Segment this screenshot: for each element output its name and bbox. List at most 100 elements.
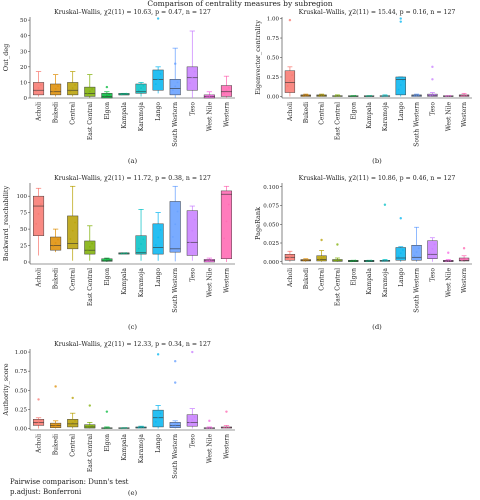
panel-label: (e) xyxy=(128,489,138,497)
data-point xyxy=(108,426,111,429)
box-elgon: Elgon xyxy=(101,410,113,452)
x-tick-label: Karamoja xyxy=(138,268,145,298)
box-western: Western xyxy=(220,410,232,459)
x-tick-label: Western xyxy=(223,434,230,459)
data-point xyxy=(91,242,94,245)
y-tick-label: 50 xyxy=(20,227,27,233)
data-point xyxy=(322,255,325,258)
data-point xyxy=(123,93,125,95)
y-tick-label: 100 xyxy=(17,194,28,200)
box-south-western: South Western xyxy=(169,360,181,479)
data-point xyxy=(71,421,74,424)
box-body xyxy=(135,235,147,255)
box-west-nile: West Nile xyxy=(203,91,215,132)
y-tick-label: 75 xyxy=(20,211,27,217)
data-point xyxy=(225,220,228,223)
data-point xyxy=(350,260,352,263)
data-point xyxy=(463,94,465,97)
data-point xyxy=(206,96,208,98)
data-point xyxy=(120,252,123,255)
data-point xyxy=(445,260,447,263)
data-point xyxy=(449,94,452,97)
data-point xyxy=(461,95,463,97)
data-point xyxy=(227,86,230,89)
box-east-central: East Central xyxy=(332,94,343,140)
box-lango: Lango xyxy=(395,217,406,287)
data-point xyxy=(108,93,111,96)
data-point xyxy=(208,259,211,262)
box-western: Western xyxy=(458,92,470,127)
x-tick-label: South Western xyxy=(414,268,421,313)
data-point xyxy=(415,251,418,253)
x-tick-label: Teso xyxy=(189,102,196,116)
panels: Kruskal–Wallis, χ2(11) = 10.63, p = 0.47… xyxy=(2,9,472,497)
data-point xyxy=(386,259,388,262)
x-tick-label: Teso xyxy=(189,268,196,282)
data-point xyxy=(88,425,91,428)
x-tick-label: Elgon xyxy=(104,268,111,286)
box-west-nile: West Nile xyxy=(443,94,454,131)
box-central: Central xyxy=(316,93,327,125)
data-point xyxy=(142,426,145,429)
data-point xyxy=(223,426,226,429)
x-tick-label: Elgon xyxy=(350,102,357,120)
x-tick-label: Teso xyxy=(189,434,196,448)
x-tick-label: Elgon xyxy=(350,268,357,286)
data-point xyxy=(189,241,191,243)
box-lango: Lango xyxy=(152,212,164,287)
data-point xyxy=(140,87,142,90)
data-point xyxy=(88,245,91,248)
data-point xyxy=(125,426,128,429)
x-tick-label: South Western xyxy=(172,434,179,479)
data-point xyxy=(88,90,91,93)
data-point xyxy=(86,249,89,252)
x-tick-label: Lango xyxy=(155,268,162,287)
box-body xyxy=(220,190,232,259)
box-central: Central xyxy=(316,238,327,291)
data-point xyxy=(223,237,226,240)
data-point xyxy=(142,238,145,241)
outlier-point xyxy=(54,385,57,388)
y-tick-label: 0.025 xyxy=(263,241,279,247)
box-bukedi: Bukedi xyxy=(300,93,311,123)
data-point xyxy=(397,88,400,91)
outlier-point xyxy=(37,398,40,401)
data-point xyxy=(336,259,339,262)
x-tick-label: Teso xyxy=(429,268,436,282)
data-point xyxy=(176,81,179,84)
data-point xyxy=(71,229,74,232)
box-kampala: Kampala xyxy=(363,259,375,295)
outlier-point xyxy=(156,353,160,356)
data-point xyxy=(433,243,436,246)
box-teso: Teso xyxy=(186,30,198,116)
outlier-point xyxy=(399,217,402,220)
y-tick-label: 0.050 xyxy=(263,222,279,228)
data-point xyxy=(386,94,388,97)
data-point xyxy=(370,94,373,97)
box-elgon: Elgon xyxy=(101,85,113,120)
data-point xyxy=(384,95,386,97)
panel-label: (a) xyxy=(128,157,138,165)
x-tick-label: West Nile xyxy=(206,102,213,132)
data-point xyxy=(157,78,160,80)
panel-3: Kruskal–Wallis, χ2(11) = 11.72, p = 0.38… xyxy=(2,175,235,331)
data-point xyxy=(154,244,157,246)
box-karamoja: Karamoja xyxy=(379,94,391,131)
data-point xyxy=(370,259,373,262)
data-point xyxy=(69,423,72,426)
y-tick-label: 0.25 xyxy=(267,75,280,81)
outlier-point xyxy=(288,18,292,22)
data-point xyxy=(189,82,191,85)
panel-2: Kruskal–Wallis, χ2(11) = 15.44, p = 0.16… xyxy=(254,9,472,165)
data-point xyxy=(208,427,211,429)
outlier-point xyxy=(431,65,434,69)
y-tick-label: 50 xyxy=(20,18,27,24)
data-point xyxy=(206,427,208,430)
data-point xyxy=(191,229,194,232)
x-tick-label: Western xyxy=(223,102,230,127)
box-east-central: East Central xyxy=(84,225,96,306)
y-tick-label: 0.100 xyxy=(263,185,279,191)
box-karamoja: Karamoja xyxy=(135,82,147,131)
data-point xyxy=(210,426,213,429)
x-tick-label: Acholi xyxy=(36,434,43,454)
